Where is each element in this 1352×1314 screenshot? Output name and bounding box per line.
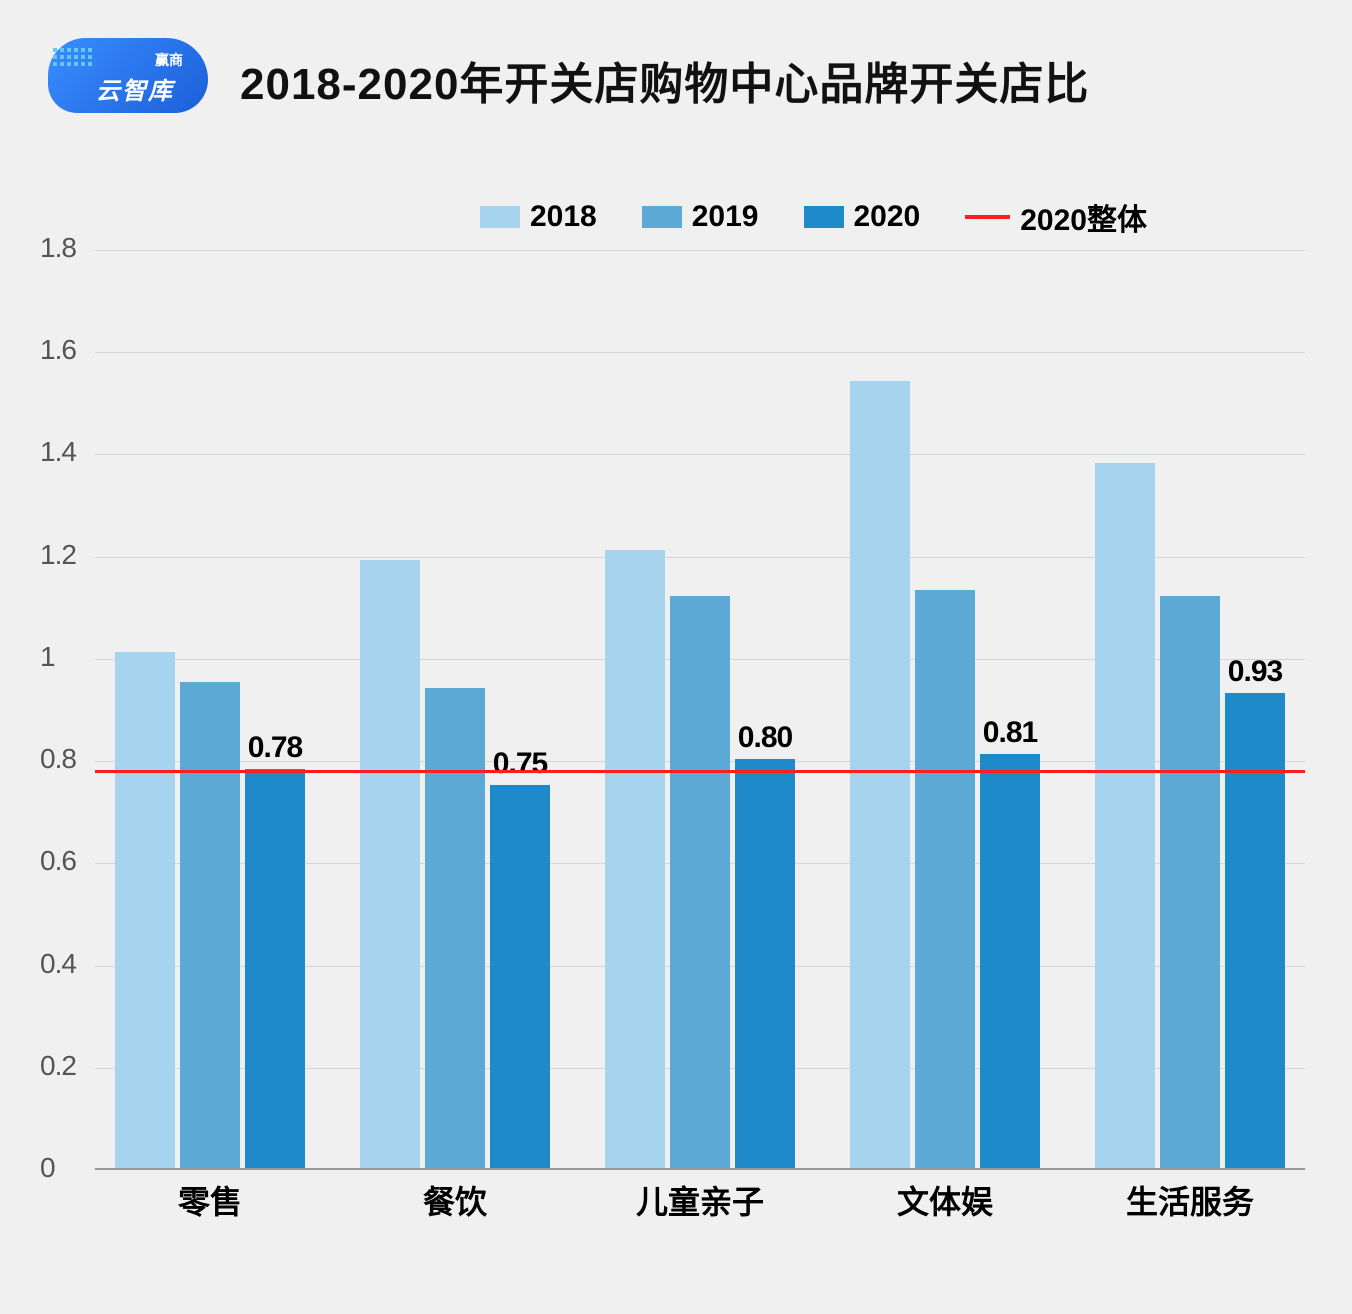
bar — [425, 688, 485, 1168]
legend: 2018 2019 2020 2020整体 — [480, 195, 1147, 239]
legend-swatch-2018 — [480, 206, 520, 228]
x-axis-label: 儿童亲子 — [636, 1177, 764, 1223]
ytick-label: 0.4 — [40, 948, 76, 980]
plot-area: 00.20.40.60.811.21.41.61.80.78零售0.75餐饮0.… — [95, 250, 1305, 1170]
reference-line — [95, 770, 1305, 773]
bar-group: 0.93生活服务 — [1095, 250, 1285, 1168]
legend-swatch-2019 — [642, 206, 682, 228]
bar-group: 0.78零售 — [115, 250, 305, 1168]
bar — [115, 652, 175, 1168]
chart-title: 2018-2020年开关店购物中心品牌开关店比 — [240, 48, 1272, 112]
ytick-label: 1 — [40, 641, 55, 673]
ytick-label: 1.8 — [40, 232, 76, 264]
bar-value-label: 0.81 — [983, 716, 1037, 750]
ytick-label: 1.6 — [40, 334, 76, 366]
x-axis-label: 生活服务 — [1126, 1177, 1254, 1223]
bar — [360, 560, 420, 1168]
x-axis-label: 零售 — [178, 1177, 242, 1223]
legend-label: 2020整体 — [1020, 195, 1147, 239]
legend-item-ref: 2020整体 — [965, 195, 1147, 239]
logo: 赢商 云智库 — [28, 28, 208, 118]
bar — [605, 550, 665, 1168]
legend-swatch-2020 — [804, 206, 844, 228]
bar: 0.81 — [980, 754, 1040, 1168]
bar: 0.93 — [1225, 693, 1285, 1168]
x-axis-label: 餐饮 — [423, 1177, 487, 1223]
legend-label: 2019 — [692, 200, 759, 234]
bar-group: 0.81文体娱 — [850, 250, 1040, 1168]
bar — [1160, 596, 1220, 1168]
bar-value-label: 0.75 — [493, 747, 547, 781]
ytick-label: 1.4 — [40, 436, 76, 468]
ytick-label: 0.2 — [40, 1050, 76, 1082]
bar-group: 0.75餐饮 — [360, 250, 550, 1168]
bar — [850, 381, 910, 1168]
legend-item-2019: 2019 — [642, 200, 759, 234]
bar-value-label: 0.78 — [248, 731, 302, 765]
bar — [915, 590, 975, 1168]
legend-item-2018: 2018 — [480, 200, 597, 234]
legend-line-ref — [965, 215, 1010, 219]
bar — [670, 596, 730, 1168]
logo-dots-icon — [53, 48, 92, 66]
logo-text-top: 赢商 — [155, 50, 183, 70]
legend-item-2020: 2020 — [804, 200, 921, 234]
bar-group: 0.80儿童亲子 — [605, 250, 795, 1168]
bar-value-label: 0.93 — [1228, 655, 1282, 689]
legend-label: 2020 — [854, 200, 921, 234]
logo-text-bottom: 云智库 — [96, 71, 174, 106]
ytick-label: 0.6 — [40, 845, 76, 877]
bar: 0.75 — [490, 785, 550, 1168]
ytick-label: 0.8 — [40, 743, 76, 775]
x-axis-label: 文体娱 — [897, 1177, 993, 1223]
bar: 0.80 — [735, 759, 795, 1168]
ytick-label: 1.2 — [40, 539, 76, 571]
chart-area: 00.20.40.60.811.21.41.61.80.78零售0.75餐饮0.… — [95, 250, 1305, 1170]
bar — [180, 682, 240, 1168]
legend-label: 2018 — [530, 200, 597, 234]
bar — [1095, 463, 1155, 1168]
bar: 0.78 — [245, 769, 305, 1168]
bar-value-label: 0.80 — [738, 721, 792, 755]
ytick-label: 0 — [40, 1152, 55, 1184]
